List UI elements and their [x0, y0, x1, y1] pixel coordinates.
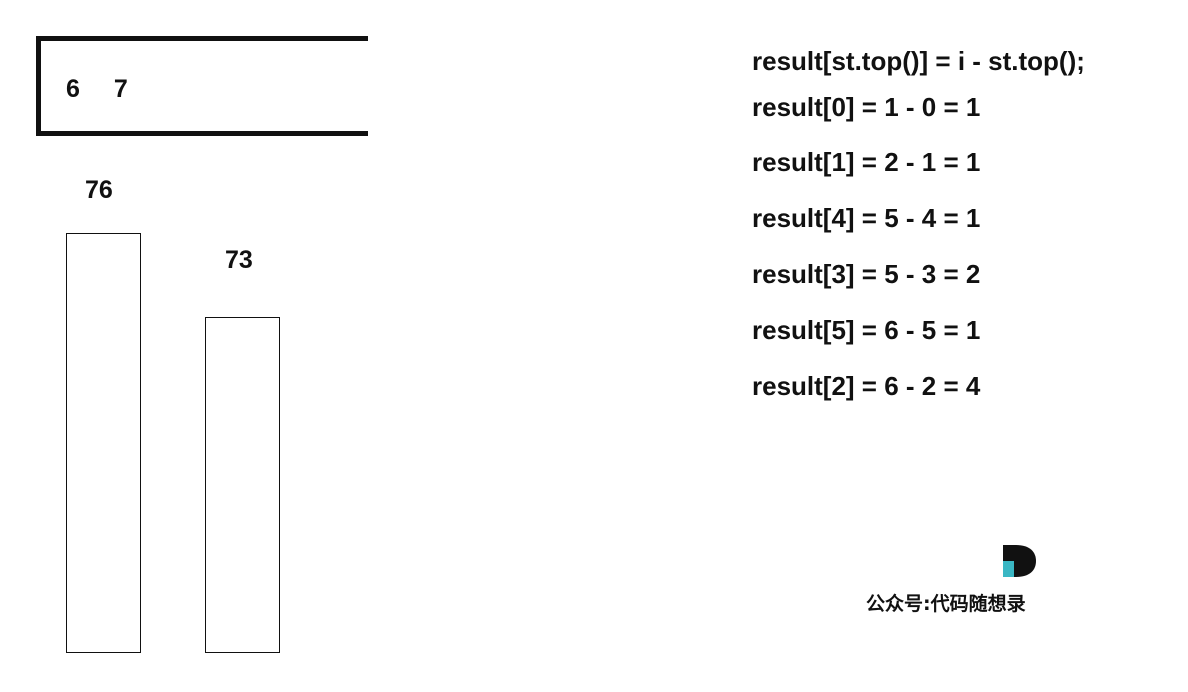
stack-items: 6 7 — [66, 75, 155, 104]
temperature-bar — [205, 317, 280, 653]
bar-label: 73 — [225, 246, 253, 274]
brand-logo-icon — [1003, 545, 1036, 577]
temperature-bar — [66, 233, 141, 653]
bar-label: 76 — [85, 176, 113, 204]
stack-item: 6 — [66, 75, 80, 103]
formula-line: result[3] = 5 - 3 = 2 — [752, 259, 981, 289]
stack-item: 7 — [113, 75, 128, 103]
formula-line: result[5] = 6 - 5 = 1 — [752, 315, 981, 345]
stack-container: 6 7 — [36, 36, 368, 136]
watermark-text: 公众号:代码随想录 — [866, 593, 1026, 615]
formula-line: result[2] = 6 - 2 = 4 — [752, 371, 981, 401]
formula-line: result[st.top()] = i - st.top(); — [752, 46, 1085, 76]
formula-line: result[0] = 1 - 0 = 1 — [752, 92, 981, 122]
formula-line: result[4] = 5 - 4 = 1 — [752, 203, 981, 233]
formula-line: result[1] = 2 - 1 = 1 — [752, 147, 981, 177]
